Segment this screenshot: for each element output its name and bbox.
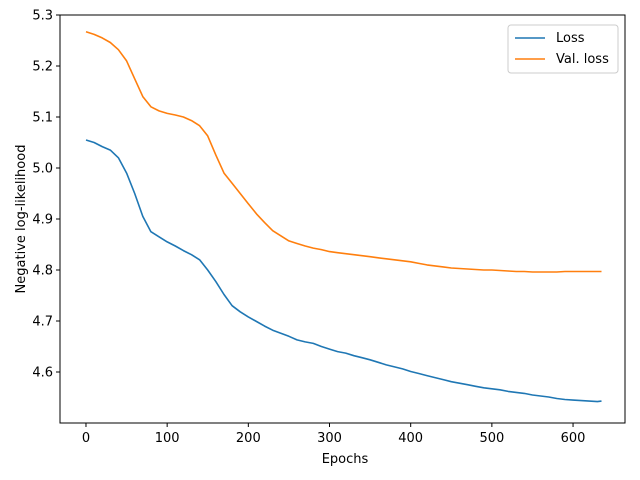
x-tick-label: 400 [398,431,423,446]
x-tick-label: 100 [155,431,180,446]
x-tick-label: 500 [479,431,504,446]
y-tick-label: 5.1 [32,111,53,126]
y-tick-label: 4.8 [32,264,53,279]
y-tick-label: 4.6 [32,366,53,381]
y-tick-label: 5.3 [32,9,53,24]
x-axis: 0 100 200 300 400 500 600 [82,423,586,446]
x-tick-label: 600 [561,431,586,446]
legend-box [507,24,619,74]
y-tick-label: 5.0 [32,162,53,177]
series-line-val-loss [85,31,602,273]
y-tick-label: 4.7 [32,315,53,330]
y-tick-label: 5.2 [32,60,53,75]
legend-label-val-loss: Val. loss [556,52,609,67]
series-layer [85,31,602,403]
x-tick-label: 300 [317,431,342,446]
y-axis-title: Negative log-likelihood [14,145,29,294]
y-tick-label: 4.9 [32,213,53,228]
plot-area [60,15,625,423]
legend-label-loss: Loss [556,31,585,46]
x-axis-title: Epochs [322,452,369,467]
legend: Loss Val. loss [507,24,619,74]
x-tick-label: 0 [82,431,90,446]
series-line-loss [85,139,602,403]
y-axis: 4.6 4.7 4.8 4.9 5.0 5.1 5.2 5.3 [32,9,60,381]
x-tick-label: 200 [236,431,261,446]
